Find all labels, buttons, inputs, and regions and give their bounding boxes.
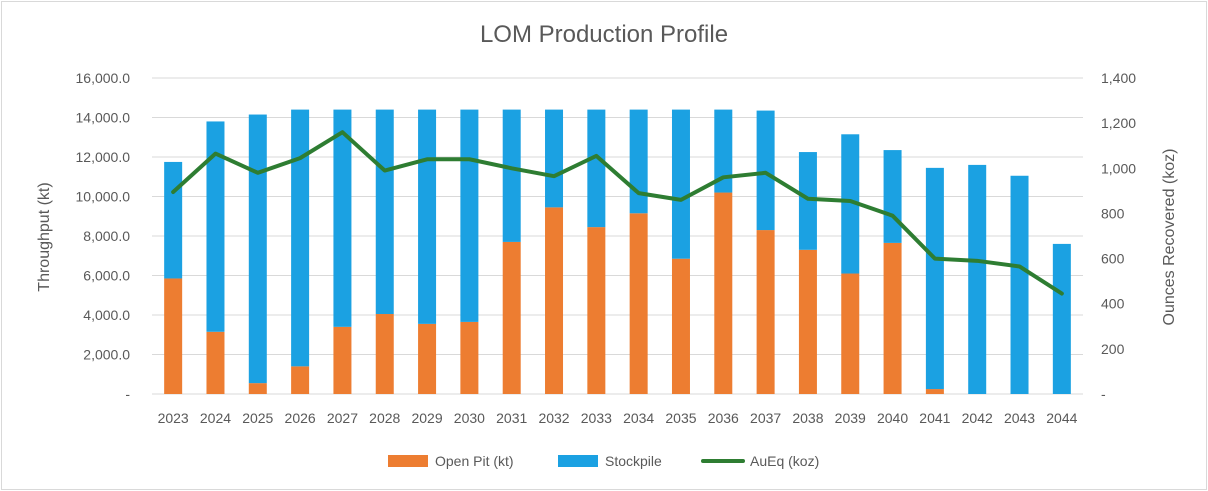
x-tick-label: 2043 (1004, 410, 1035, 426)
x-tick-label: 2024 (200, 410, 231, 426)
x-tick-label: 2030 (454, 410, 485, 426)
bar-open-pit-kt-2038 (798, 249, 817, 394)
bar-stockpile-2029 (418, 109, 437, 324)
bar-stockpile-2033 (587, 109, 606, 228)
bar-stockpile-2036 (714, 109, 733, 193)
bar-stockpile-2031 (502, 109, 521, 242)
y2-tick-label: 1,200 (1101, 115, 1136, 131)
legend: Open Pit (kt) Stockpile AuEq (koz) (388, 453, 819, 469)
bar-open-pit-kt-2035 (671, 258, 690, 394)
y-tick-label: 14,000.0 (76, 110, 131, 126)
x-tick-label: 2023 (158, 410, 189, 426)
bar-open-pit-kt-2031 (502, 241, 521, 394)
bar-open-pit-kt-2033 (587, 227, 606, 394)
bar-stockpile-2044 (1052, 243, 1071, 394)
y2-tick-label: 1,400 (1101, 70, 1136, 86)
x-tick-label: 2042 (962, 410, 993, 426)
bar-stockpile-2024 (206, 121, 225, 332)
bars-layer (164, 109, 1071, 394)
y-tick-label: 12,000.0 (76, 149, 131, 165)
bar-stockpile-2032 (545, 109, 564, 208)
y2-tick-label: 600 (1101, 251, 1125, 267)
bar-stockpile-2039 (841, 134, 860, 274)
line-layer (171, 130, 1064, 296)
bar-open-pit-kt-2037 (756, 230, 775, 394)
x-tick-label: 2029 (411, 410, 442, 426)
y-tick-label: 2,000.0 (83, 347, 130, 363)
legend-label-aueq-koz: AuEq (koz) (750, 453, 819, 469)
y-tick-label: 16,000.0 (76, 70, 131, 86)
y2-tick-label: 200 (1101, 341, 1125, 357)
x-tick-label: 2044 (1046, 410, 1077, 426)
y-tick-label: - (125, 386, 130, 402)
bar-open-pit-kt-2029 (418, 323, 437, 394)
bar-open-pit-kt-2036 (714, 192, 733, 394)
legend-swatch-open-pit-kt (388, 455, 428, 467)
bar-open-pit-kt-2024 (206, 331, 225, 394)
x-tick-label: 2039 (835, 410, 866, 426)
bar-open-pit-kt-2028 (375, 314, 394, 394)
y2-tick-label: 400 (1101, 296, 1125, 312)
y-tick-label: 8,000.0 (83, 228, 130, 244)
bar-stockpile-2034 (629, 109, 648, 214)
bar-stockpile-2025 (248, 114, 267, 384)
x-tick-label: 2026 (285, 410, 316, 426)
y-tick-label: 10,000.0 (76, 189, 131, 205)
y-tick-label: 4,000.0 (83, 307, 130, 323)
legend-label-open-pit-kt: Open Pit (kt) (435, 453, 514, 469)
bar-stockpile-2030 (460, 109, 479, 322)
y2-tick-label: - (1101, 386, 1106, 402)
y-axis-right-label: Ounces Recovered (koz) (1161, 149, 1178, 326)
bar-stockpile-2040 (883, 150, 902, 243)
bar-open-pit-kt-2034 (629, 213, 648, 394)
x-tick-label: 2035 (665, 410, 696, 426)
x-tick-label: 2034 (623, 410, 654, 426)
bar-open-pit-kt-2027 (333, 326, 352, 394)
x-tick-label: 2037 (750, 410, 781, 426)
y-tick-label: 6,000.0 (83, 268, 130, 284)
bar-open-pit-kt-2041 (925, 389, 944, 394)
legend-swatch-stockpile (558, 455, 598, 467)
x-tick-label: 2038 (792, 410, 823, 426)
bar-open-pit-kt-2032 (545, 207, 564, 394)
y2-tick-label: 1,000 (1101, 160, 1136, 176)
x-tick-label: 2028 (369, 410, 400, 426)
bar-open-pit-kt-2030 (460, 321, 479, 394)
x-tick-label: 2031 (496, 410, 527, 426)
x-tick-label: 2033 (581, 410, 612, 426)
bar-open-pit-kt-2025 (248, 383, 267, 394)
bar-open-pit-kt-2026 (291, 366, 310, 394)
bar-stockpile-2037 (756, 110, 775, 231)
bar-stockpile-2041 (925, 167, 944, 390)
bar-open-pit-kt-2040 (883, 242, 902, 394)
bar-open-pit-kt-2023 (164, 278, 183, 394)
bar-stockpile-2023 (164, 161, 183, 279)
bar-stockpile-2027 (333, 109, 352, 327)
bar-open-pit-kt-2039 (841, 273, 860, 394)
bar-stockpile-2042 (968, 164, 987, 394)
x-tick-label: 2040 (877, 410, 908, 426)
bar-stockpile-2035 (671, 109, 690, 259)
y-axis-right-ticks: - 200 400 600 800 1,000 1,200 1,400 (1101, 70, 1136, 402)
x-tick-label: 2027 (327, 410, 358, 426)
line-auEq-koz (171, 130, 1064, 296)
y-axis-left-ticks: - 2,000.0 4,000.0 6,000.0 8,000.0 10,000.0 12,… (76, 70, 131, 402)
x-tick-label: 2041 (919, 410, 950, 426)
x-axis-ticks: 2023 2024 2025 2026 2027 2028 2029 2030 2031 2032… (158, 410, 1078, 426)
chart-title: LOM Production Profile (480, 21, 728, 48)
bar-stockpile-2038 (798, 152, 817, 250)
y-axis-left-label: Throughput (kt) (36, 182, 53, 291)
bar-stockpile-2026 (291, 109, 310, 367)
bar-stockpile-2043 (1010, 175, 1029, 394)
y2-tick-label: 800 (1101, 205, 1125, 221)
bar-stockpile-2028 (375, 109, 394, 315)
x-tick-label: 2032 (538, 410, 569, 426)
x-tick-label: 2025 (242, 410, 273, 426)
legend-label-stockpile: Stockpile (605, 453, 662, 469)
x-tick-label: 2036 (708, 410, 739, 426)
